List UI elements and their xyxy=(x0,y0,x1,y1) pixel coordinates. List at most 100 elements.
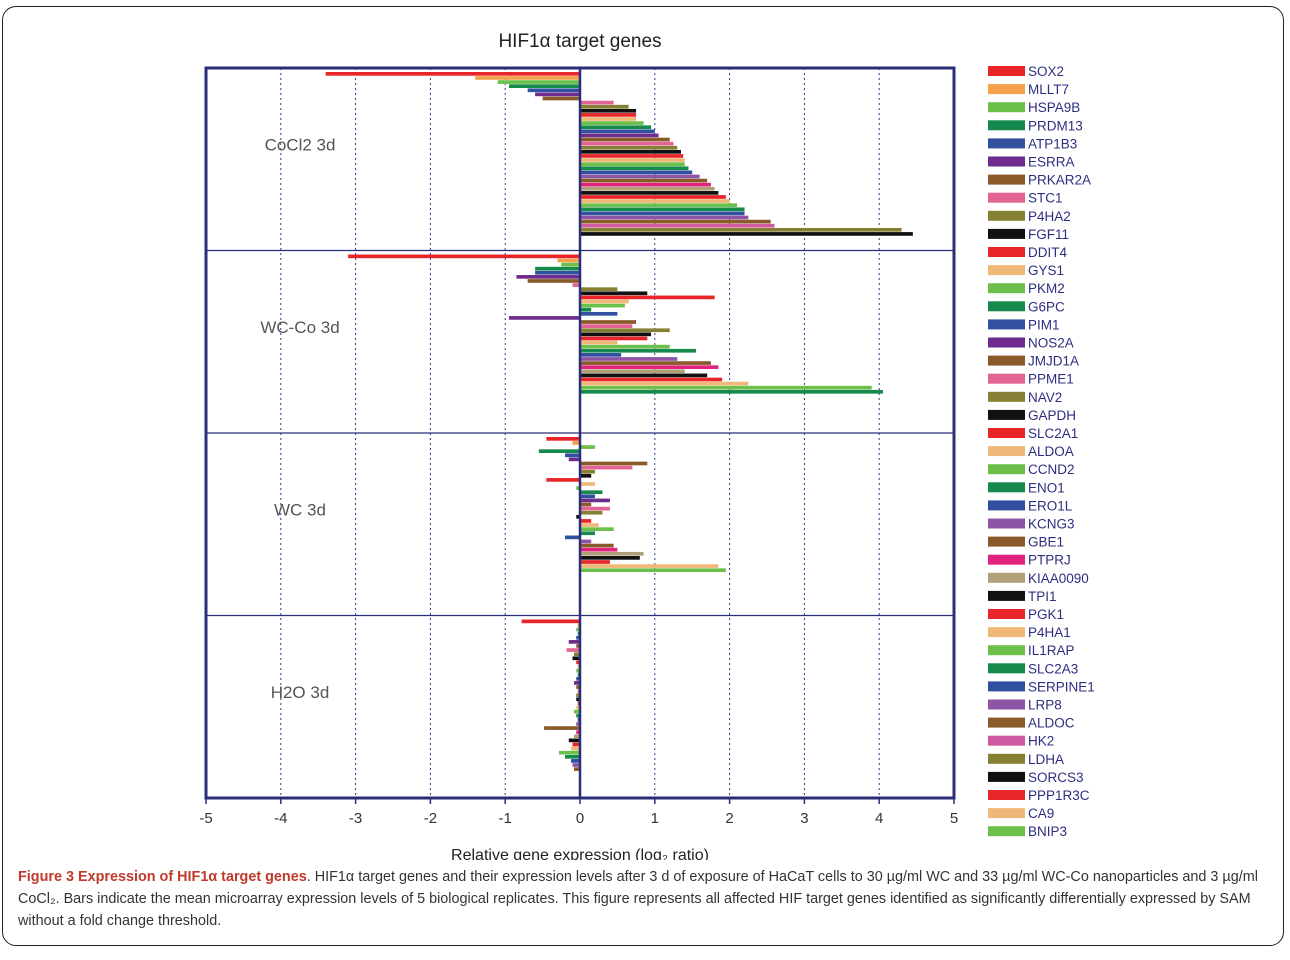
legend-label: ALDOC xyxy=(1028,716,1075,731)
bar xyxy=(580,113,637,117)
legend-label: PKM2 xyxy=(1028,281,1065,296)
bar xyxy=(580,158,685,162)
legend-label: SERPINE1 xyxy=(1028,679,1095,694)
figure-frame xyxy=(2,6,1284,946)
bar xyxy=(475,76,580,80)
bar xyxy=(580,133,659,138)
x-tick-label: 1 xyxy=(651,810,659,827)
bar xyxy=(348,254,580,259)
legend-label: SORCS3 xyxy=(1028,770,1084,785)
bar xyxy=(580,344,670,349)
legend-label: LDHA xyxy=(1028,752,1064,767)
bar xyxy=(516,275,580,279)
legend-label: SOX2 xyxy=(1028,64,1064,79)
bar xyxy=(571,746,580,751)
bar xyxy=(580,510,603,515)
legend-label: HK2 xyxy=(1028,734,1054,749)
bar xyxy=(580,482,595,486)
x-tick-label: 4 xyxy=(875,810,883,827)
legend-swatch xyxy=(988,138,1025,149)
bar xyxy=(580,227,902,232)
legend-swatch xyxy=(988,247,1025,257)
legend-label: ATP1B3 xyxy=(1028,136,1077,151)
bar xyxy=(580,295,715,300)
legend-swatch xyxy=(988,355,1025,366)
x-tick-label: -2 xyxy=(424,810,437,827)
caption-text: . HIF1α target genes and their expressio… xyxy=(18,869,1258,929)
x-tick-label: 5 xyxy=(950,810,958,827)
bar xyxy=(580,494,595,499)
legend-label: STC1 xyxy=(1028,191,1063,206)
bar xyxy=(580,527,614,531)
bar xyxy=(580,547,618,552)
bar xyxy=(576,660,580,665)
bar xyxy=(576,713,580,718)
legend-swatch xyxy=(988,771,1025,782)
bar xyxy=(580,299,629,304)
bar xyxy=(580,303,625,308)
legend: SOX2 MLLT7 HSPA9B PRDM13 ATP1B3 ESRRA PRKAR2A S… xyxy=(988,64,1095,839)
legend-label: MLLT7 xyxy=(1028,82,1069,97)
bar xyxy=(574,709,580,714)
legend-swatch xyxy=(988,482,1025,493)
legend-label: LRP8 xyxy=(1028,698,1062,713)
legend-swatch xyxy=(988,790,1025,800)
bar xyxy=(574,734,580,739)
legend-label: DDIT4 xyxy=(1028,245,1067,260)
bar xyxy=(497,80,580,84)
bar xyxy=(580,145,678,150)
chart: HIF1α target genes CoCl2 3d WC-Co 3d WC 3d… xyxy=(199,31,1095,860)
bar xyxy=(580,104,629,109)
bar xyxy=(561,262,580,267)
bar xyxy=(580,469,595,474)
bar xyxy=(572,441,580,445)
bar xyxy=(580,461,648,466)
legend-label: TPI1 xyxy=(1028,589,1057,604)
bar xyxy=(580,182,711,187)
bar xyxy=(580,498,610,503)
bar xyxy=(580,336,648,341)
bar xyxy=(568,457,580,462)
legend-swatch xyxy=(988,518,1025,529)
legend-swatch xyxy=(988,283,1025,294)
bar xyxy=(527,88,580,93)
bar xyxy=(580,531,595,536)
bar xyxy=(574,767,580,771)
bar xyxy=(580,162,685,166)
bar xyxy=(580,340,618,345)
bar xyxy=(580,389,883,394)
bar xyxy=(580,166,689,171)
bar xyxy=(580,203,738,208)
legend-swatch xyxy=(988,464,1025,475)
bar xyxy=(546,437,580,441)
bar xyxy=(580,174,700,179)
legend-label: PRKAR2A xyxy=(1028,173,1091,188)
bar xyxy=(576,668,580,673)
legend-swatch xyxy=(988,590,1025,601)
bar xyxy=(574,681,580,685)
bar xyxy=(565,754,580,759)
bar xyxy=(580,348,696,353)
legend-label: GBE1 xyxy=(1028,535,1064,550)
bar xyxy=(580,287,618,292)
bar xyxy=(580,490,603,495)
bar xyxy=(580,328,670,333)
legend-label: ALDOA xyxy=(1028,444,1074,459)
legend-swatch xyxy=(988,428,1025,438)
legend-swatch xyxy=(988,66,1025,76)
legend-swatch xyxy=(988,753,1025,764)
x-axis-label: Relative gene expression (log₂ ratio) xyxy=(451,847,709,860)
bar xyxy=(580,149,681,154)
bar xyxy=(580,232,913,236)
bar xyxy=(572,763,580,767)
bar xyxy=(576,705,580,710)
bar xyxy=(580,361,711,365)
legend-label: IL1RAP xyxy=(1028,643,1075,658)
bar xyxy=(565,535,580,540)
bar xyxy=(580,108,637,113)
legend-label: GAPDH xyxy=(1028,408,1076,423)
legend-swatch xyxy=(988,572,1025,583)
bar xyxy=(580,154,684,158)
bar xyxy=(580,215,749,220)
group-label: CoCl2 3d xyxy=(265,135,336,154)
